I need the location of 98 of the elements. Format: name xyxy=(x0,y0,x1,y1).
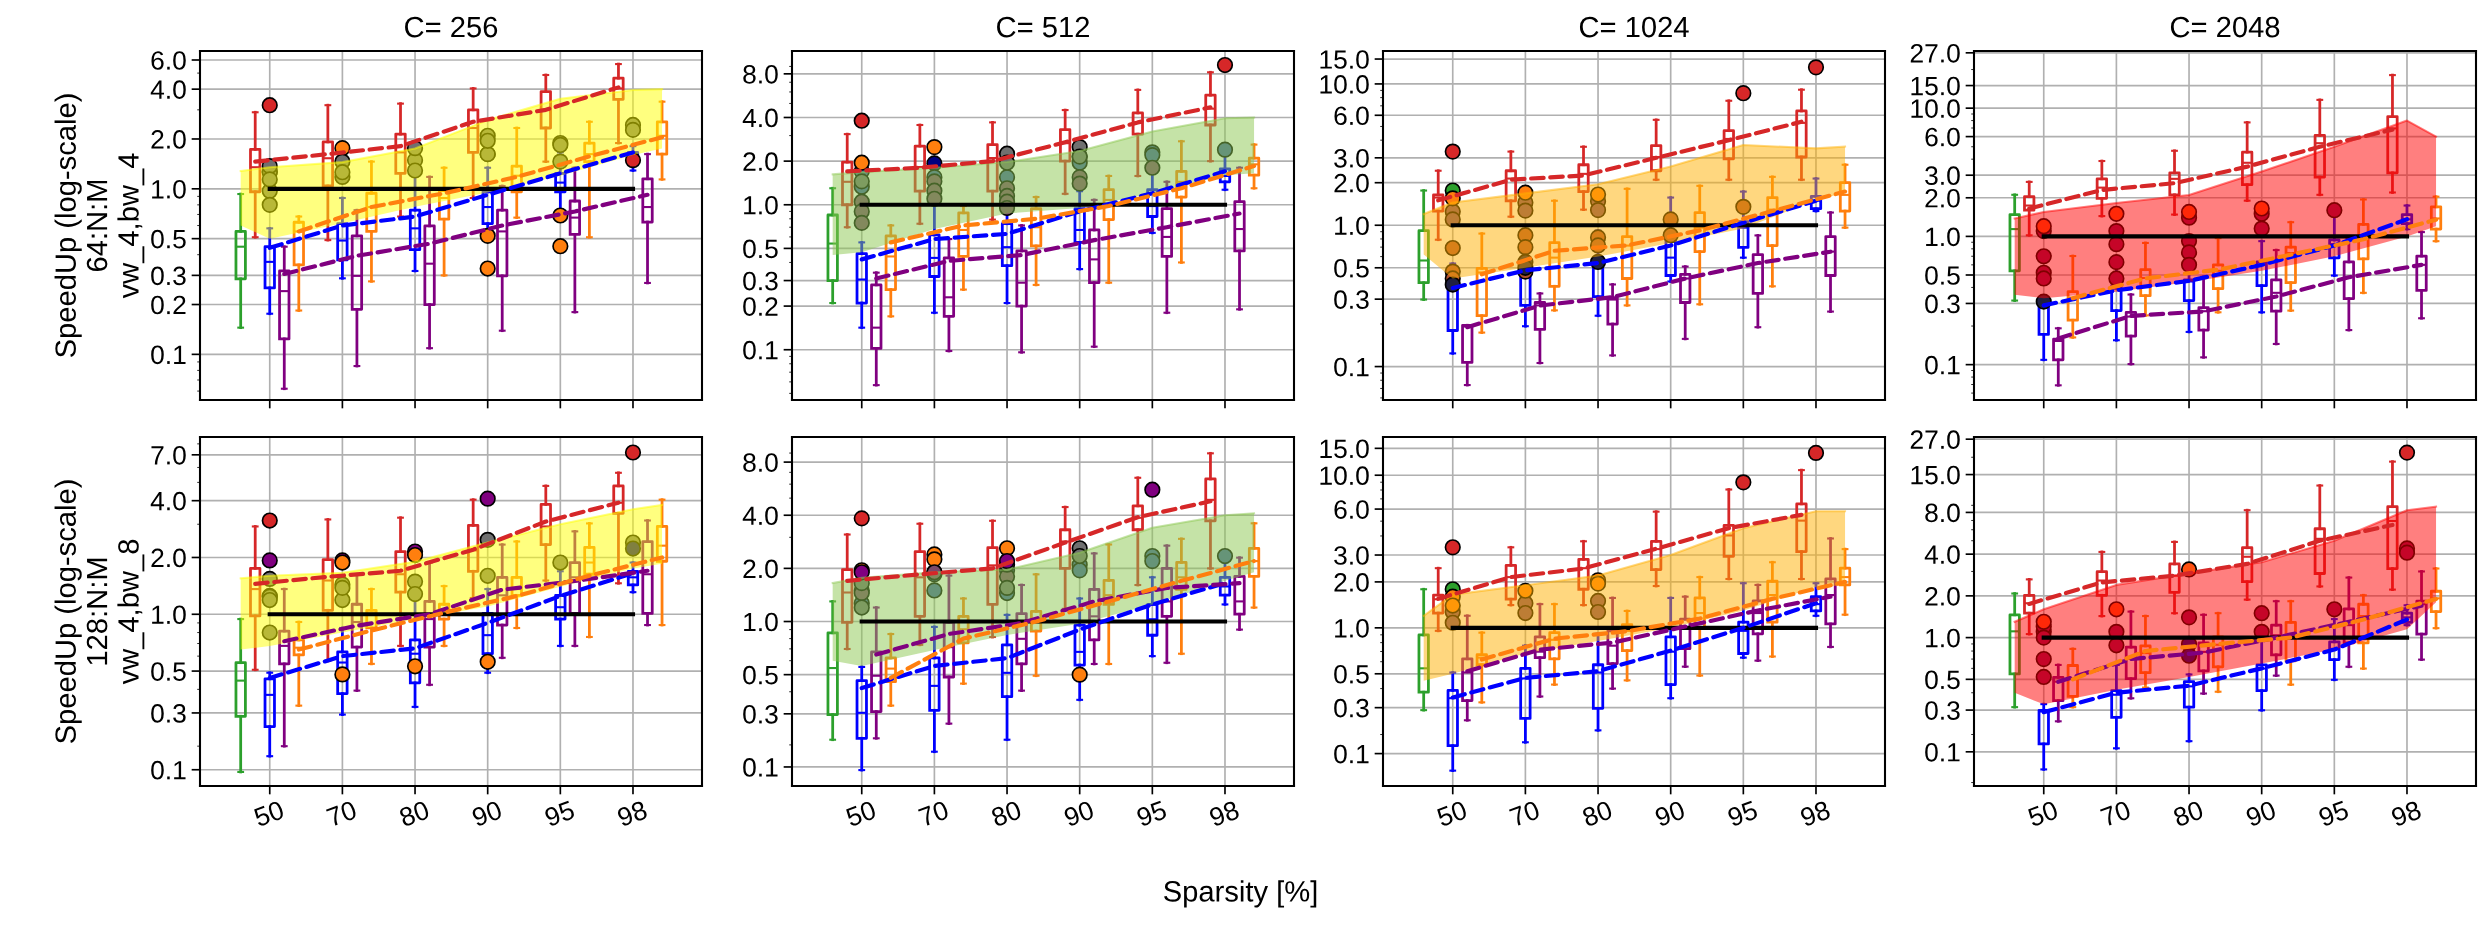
y-tick-label: 1.0 xyxy=(1335,216,1369,236)
y-tick-label: 3.0 xyxy=(1334,148,1369,168)
y-tick-label: 0.1 xyxy=(743,340,778,360)
y-tick-label: 8.0 xyxy=(743,453,778,472)
y-tick-label: 0.5 xyxy=(151,229,186,249)
y-tick-label: 4.0 xyxy=(1924,545,1960,564)
y-tick-label: 0.5 xyxy=(743,665,778,685)
y-tick-label: 0.1 xyxy=(1925,355,1960,375)
y-tick-label: 2.0 xyxy=(1925,188,1960,208)
y-tick-label: 2.0 xyxy=(743,559,778,579)
chart-title: C= 2048 xyxy=(2170,16,2280,38)
y-tick-label: 2.0 xyxy=(1925,587,1960,606)
y-tick-label: 0.3 xyxy=(151,704,186,723)
y-tick-label: 1.0 xyxy=(1926,227,1960,247)
y-tick-label: 3.0 xyxy=(1925,166,1960,186)
x-tick-label: 90 xyxy=(1654,800,1686,828)
y-tick-label: 1.0 xyxy=(152,605,186,625)
y-tick-label: 1.0 xyxy=(1926,628,1960,648)
y-tick-label: 3.0 xyxy=(1334,546,1369,565)
x-axis-title: Sparsity [%] xyxy=(1164,880,1317,908)
y-tick-label: 8.0 xyxy=(743,64,778,84)
y-tick-label: 0.2 xyxy=(151,295,186,315)
y-tick-label: 4.0 xyxy=(150,491,186,511)
y-tick-label: 0.2 xyxy=(743,297,778,316)
y-tick-label: 1.0 xyxy=(152,179,186,199)
y-tick-label: 10.0 xyxy=(1320,466,1369,486)
chart-title: C= 512 xyxy=(997,16,1089,38)
x-tick-label: 98 xyxy=(1208,800,1241,828)
y-tick-label: 27.0 xyxy=(1910,430,1960,450)
x-tick-label: 70 xyxy=(325,800,358,827)
y-tick-label: 15.0 xyxy=(1911,465,1960,485)
y-tick-label: 6.0 xyxy=(1925,127,1960,147)
y-tick-label: 8.0 xyxy=(1925,503,1960,523)
x-tick-label: 90 xyxy=(1063,800,1095,828)
x-tick-label: 95 xyxy=(543,800,576,828)
y-tick-label: 0.3 xyxy=(151,266,186,286)
y-tick-label: 15.0 xyxy=(1320,439,1369,459)
y-tick-label: 0.5 xyxy=(1334,664,1369,684)
y-tick-label: 4.0 xyxy=(742,506,778,526)
y-tick-label: 0.3 xyxy=(743,271,778,291)
y-tick-label: 1.0 xyxy=(1335,618,1369,638)
y-tick-label: 1.0 xyxy=(744,612,778,632)
y-tick-label: 0.1 xyxy=(1334,357,1369,377)
y-tick-label: 0.3 xyxy=(1334,290,1369,309)
y-tick-label: 2.0 xyxy=(1334,173,1369,193)
y-tick-label: 0.1 xyxy=(1334,744,1369,764)
x-tick-label: 98 xyxy=(616,800,649,828)
x-tick-label: 50 xyxy=(1435,800,1468,828)
x-tick-label: 70 xyxy=(917,800,950,827)
y-tick-label: 4.0 xyxy=(742,108,778,128)
y-tick-label: 0.3 xyxy=(743,704,778,724)
y-tick-label: 0.3 xyxy=(1925,294,1960,314)
x-tick-label: 50 xyxy=(844,800,877,828)
x-tick-label: 70 xyxy=(1508,800,1541,827)
y-tick-label: 27.0 xyxy=(1910,43,1960,63)
x-tick-label: 90 xyxy=(471,800,503,828)
x-tick-label: 98 xyxy=(2390,800,2423,828)
y-tick-label: 7.0 xyxy=(151,445,186,465)
x-tick-label: 95 xyxy=(1726,800,1759,828)
x-tick-label: 95 xyxy=(2317,800,2350,828)
y-tick-label: 2.0 xyxy=(151,130,186,149)
y-tick-label: 2.0 xyxy=(151,548,186,568)
y-tick-label: 15.0 xyxy=(1911,76,1960,96)
x-tick-label: 80 xyxy=(2172,800,2205,828)
chart-title: C= 1024 xyxy=(1579,16,1689,38)
y-tick-label: 0.3 xyxy=(1334,698,1369,718)
y-tick-label: 0.5 xyxy=(1334,258,1369,278)
y-tick-label: 0.5 xyxy=(1925,266,1960,285)
y-tick-label: 0.1 xyxy=(151,345,186,365)
x-tick-label: 50 xyxy=(2026,800,2059,828)
y-tick-label: 6.0 xyxy=(1334,106,1369,126)
y-tick-label: 0.5 xyxy=(743,239,778,259)
chart-title: C= 256 xyxy=(405,16,498,38)
y-tick-label: 2.0 xyxy=(743,152,778,171)
x-tick-label: 90 xyxy=(2245,800,2277,828)
y-tick-label: 0.5 xyxy=(151,662,186,681)
y-tick-label: 0.3 xyxy=(1925,701,1960,720)
y-tick-label: 0.5 xyxy=(1925,670,1960,690)
y-tick-label: 10.0 xyxy=(1320,75,1369,94)
x-tick-label: 95 xyxy=(1135,800,1168,828)
y-tick-label: 10.0 xyxy=(1911,99,1960,118)
y-axis-title: SpeedUp (log-scale) 128:N:M vw_4,bw_8 xyxy=(54,480,145,744)
x-tick-label: 50 xyxy=(252,800,285,828)
y-tick-label: 0.1 xyxy=(1925,742,1960,762)
y-axis-title: SpeedUp (log-scale) 64:N:M vw_4,bw_4 xyxy=(54,94,145,358)
y-tick-label: 0.1 xyxy=(743,758,778,777)
x-tick-label: 80 xyxy=(398,800,431,828)
x-tick-label: 70 xyxy=(2099,800,2132,827)
y-tick-label: 15.0 xyxy=(1320,50,1369,69)
y-tick-label: 1.0 xyxy=(744,195,778,215)
y-tick-label: 0.1 xyxy=(151,760,186,780)
y-tick-label: 6.0 xyxy=(1334,500,1369,519)
y-tick-label: 4.0 xyxy=(150,80,186,99)
y-tick-label: 2.0 xyxy=(1334,573,1369,592)
x-tick-label: 80 xyxy=(1581,800,1614,828)
y-tick-label: 6.0 xyxy=(151,51,186,70)
x-tick-label: 98 xyxy=(1799,800,1832,828)
x-tick-label: 80 xyxy=(990,800,1023,828)
